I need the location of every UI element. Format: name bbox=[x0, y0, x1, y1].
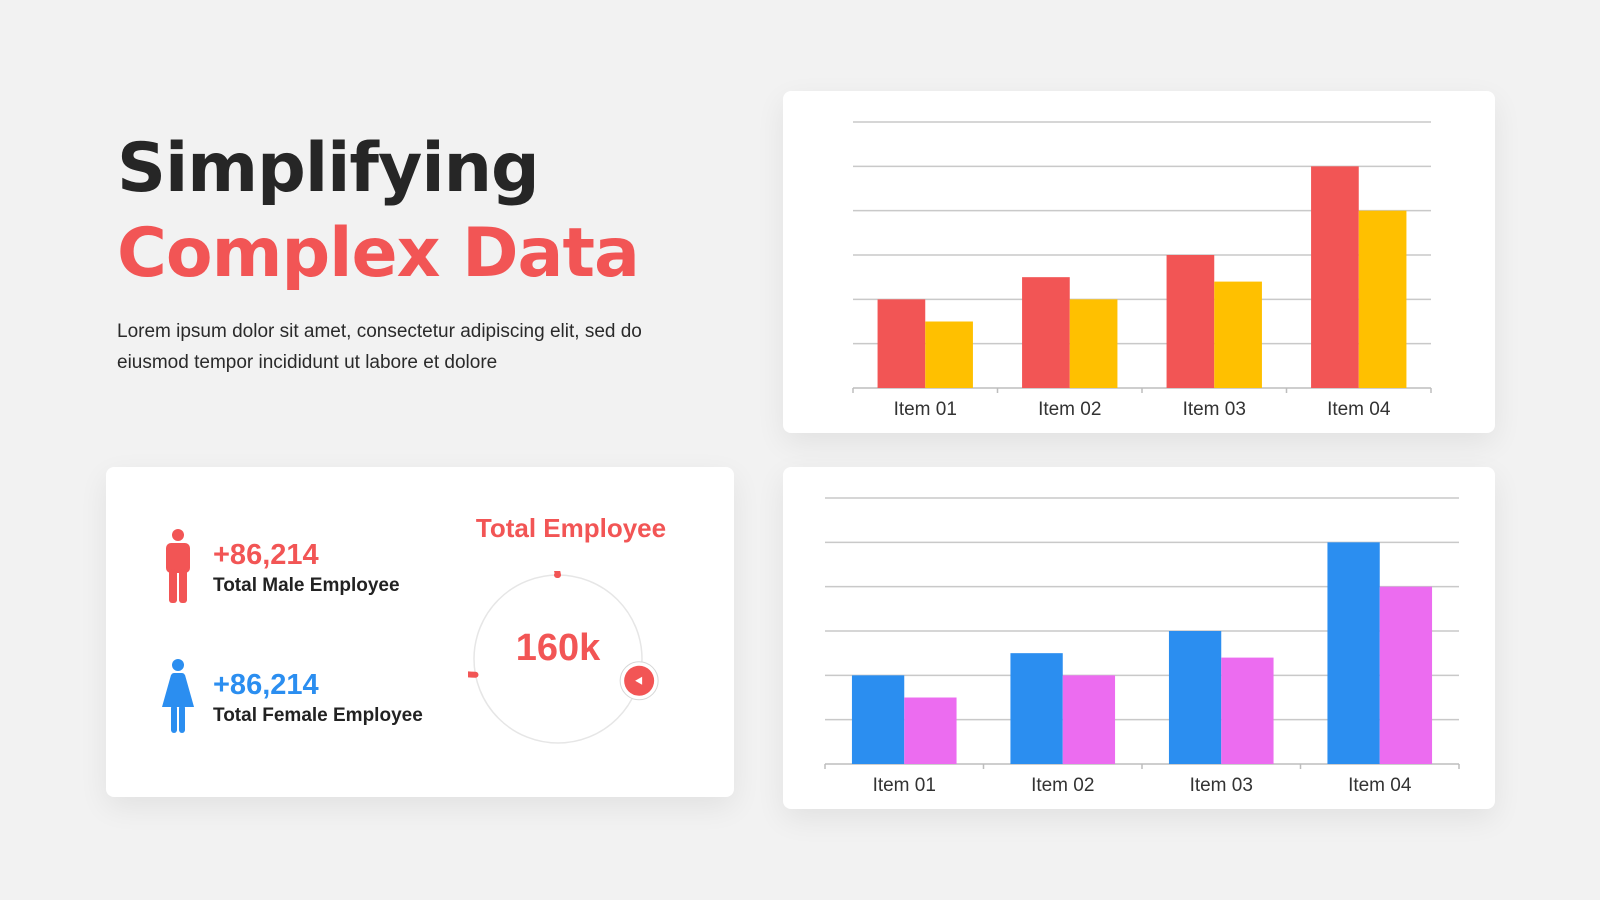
x-tick-label: Item 03 bbox=[1190, 775, 1253, 796]
bar-series-2-4 bbox=[1379, 586, 1433, 764]
x-tick-label: Item 04 bbox=[1348, 775, 1412, 796]
page-description: Lorem ipsum dolor sit amet, consectetur … bbox=[117, 321, 642, 373]
bar-series-1-4 bbox=[1311, 166, 1359, 388]
x-tick-label: Item 02 bbox=[1038, 399, 1101, 420]
bar-series-2-2 bbox=[1069, 299, 1118, 388]
total-employee-title: Total Employee bbox=[475, 513, 667, 543]
page-title-line2: Complex Data bbox=[117, 214, 640, 293]
bar-series-1-3 bbox=[1166, 255, 1215, 388]
x-tick-label: Item 04 bbox=[1327, 399, 1391, 420]
page-title-line1: Simplifying bbox=[117, 129, 540, 208]
female-employee-count: +86,214 bbox=[213, 669, 319, 701]
bar-series-2-4 bbox=[1358, 210, 1407, 388]
x-tick-label: Item 02 bbox=[1031, 775, 1094, 796]
total-employee-gauge bbox=[468, 571, 659, 744]
bar-chart-card-1: Item 01 Item 02 Item 03 Item 04 bbox=[783, 91, 1495, 433]
x-tick-label: Item 01 bbox=[894, 399, 957, 420]
bar-chart-1: Item 01 Item 02 Item 03 Item 04 bbox=[852, 121, 1432, 420]
bar-series-2-1 bbox=[925, 321, 973, 388]
female-employee-label: Total Female Employee bbox=[213, 705, 423, 726]
x-tick-label: Item 03 bbox=[1183, 399, 1246, 420]
employee-summary-card: +86,214 Total Male Employee +86,214 Tota… bbox=[106, 467, 734, 797]
gauge-progress-arc bbox=[468, 571, 561, 678]
bar-series-1-2 bbox=[1022, 277, 1070, 388]
bar-series-2-3 bbox=[1221, 657, 1274, 764]
bar-series-1-1 bbox=[851, 675, 905, 764]
bar-series-2-2 bbox=[1062, 675, 1116, 764]
bar-series-1-3 bbox=[1168, 631, 1222, 764]
bar-series-1-2 bbox=[1010, 653, 1063, 764]
total-employee-value: 160k bbox=[515, 627, 601, 669]
male-employee-count: +86,214 bbox=[213, 539, 319, 571]
bar-chart-2: Item 01 Item 02 Item 03 Item 04 bbox=[824, 497, 1460, 796]
x-tick-label: Item 01 bbox=[873, 775, 936, 796]
male-person-icon bbox=[166, 529, 190, 603]
female-person-icon bbox=[162, 659, 194, 733]
title-block: Simplifying Complex Data Lorem ipsum dol… bbox=[117, 128, 697, 378]
bar-series-1-4 bbox=[1327, 542, 1380, 764]
bar-series-2-1 bbox=[904, 697, 957, 764]
bar-chart-card-2: Item 01 Item 02 Item 03 Item 04 bbox=[783, 467, 1495, 809]
gauge-knob-icon bbox=[619, 661, 659, 701]
bar-series-2-3 bbox=[1214, 281, 1262, 388]
male-employee-label: Total Male Employee bbox=[213, 575, 400, 596]
bar-series-1-1 bbox=[877, 299, 926, 388]
